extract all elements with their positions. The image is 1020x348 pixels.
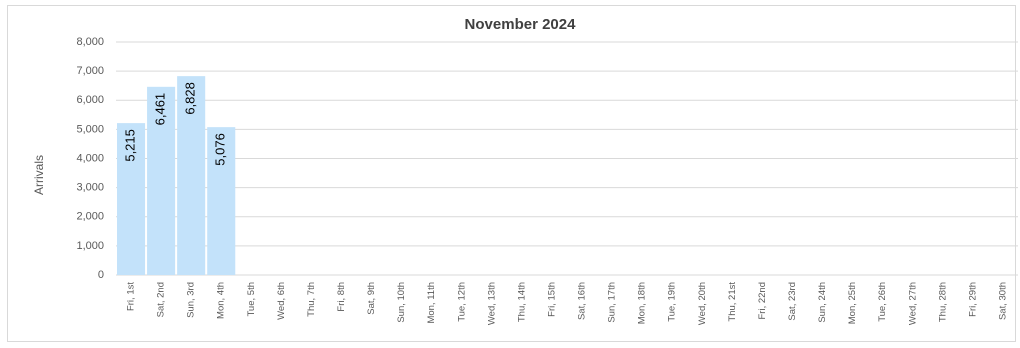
x-tick-label: Sat, 9th [366, 282, 377, 315]
x-tick-label: Mon, 25th [847, 282, 858, 324]
y-tick-label: 3,000 [76, 182, 104, 194]
x-tick-label: Wed, 20th [697, 282, 708, 325]
bar [177, 76, 206, 276]
y-tick-label: 5,000 [76, 123, 104, 135]
y-axis-title: Arrivals [32, 155, 46, 195]
bar [117, 123, 146, 275]
x-tick-label: Thu, 28th [937, 282, 948, 322]
x-tick-label: Thu, 7th [306, 282, 317, 317]
y-tick-label: 0 [98, 269, 104, 281]
x-tick-label: Tue, 19th [667, 282, 678, 322]
bar [207, 127, 236, 275]
y-tick-label: 8,000 [76, 36, 104, 48]
x-tick-label: Wed, 13th [486, 282, 497, 325]
bar [147, 86, 176, 276]
y-tick-label: 1,000 [76, 240, 104, 252]
x-tick-label: Mon, 18th [637, 282, 648, 324]
x-tick-label: Fri, 15th [546, 282, 557, 317]
x-tick-label: Thu, 21st [727, 282, 738, 322]
chart-title: November 2024 [465, 16, 577, 33]
y-tick-label: 4,000 [76, 152, 104, 164]
x-tick-label: Tue, 12th [456, 282, 467, 322]
x-tick-label: Sat, 16th [577, 282, 588, 320]
data-label: 6,461 [153, 93, 168, 126]
chart-border [7, 5, 1016, 342]
x-tick-label: Wed, 27th [907, 282, 918, 325]
x-tick-label: Sun, 3rd [186, 282, 197, 318]
data-label: 5,215 [122, 129, 137, 162]
x-tick-label: Tue, 5th [246, 282, 257, 317]
x-tick-label: Tue, 26th [877, 282, 888, 322]
y-tick-label: 7,000 [76, 65, 104, 77]
x-tick-label: Fri, 8th [336, 282, 347, 312]
x-tick-label: Sat, 23rd [787, 282, 798, 321]
x-tick-label: Sun, 17th [607, 282, 618, 323]
x-tick-label: Mon, 11th [426, 282, 437, 324]
data-label: 6,828 [183, 82, 198, 115]
x-tick-label: Thu, 14th [516, 282, 527, 322]
y-tick-label: 2,000 [76, 211, 104, 223]
x-tick-label: Sun, 10th [396, 282, 407, 323]
x-tick-label: Sat, 30th [997, 282, 1008, 320]
x-tick-label: Fri, 22nd [757, 282, 768, 320]
data-label: 5,076 [213, 133, 228, 166]
x-tick-label: Sat, 2nd [156, 282, 167, 317]
x-tick-label: Sun, 24th [817, 282, 828, 323]
y-tick-label: 6,000 [76, 94, 104, 106]
x-tick-label: Wed, 6th [276, 282, 287, 320]
x-tick-label: Mon, 4th [216, 282, 227, 319]
x-tick-label: Fri, 29th [967, 282, 978, 317]
x-tick-label: Fri, 1st [126, 282, 137, 311]
